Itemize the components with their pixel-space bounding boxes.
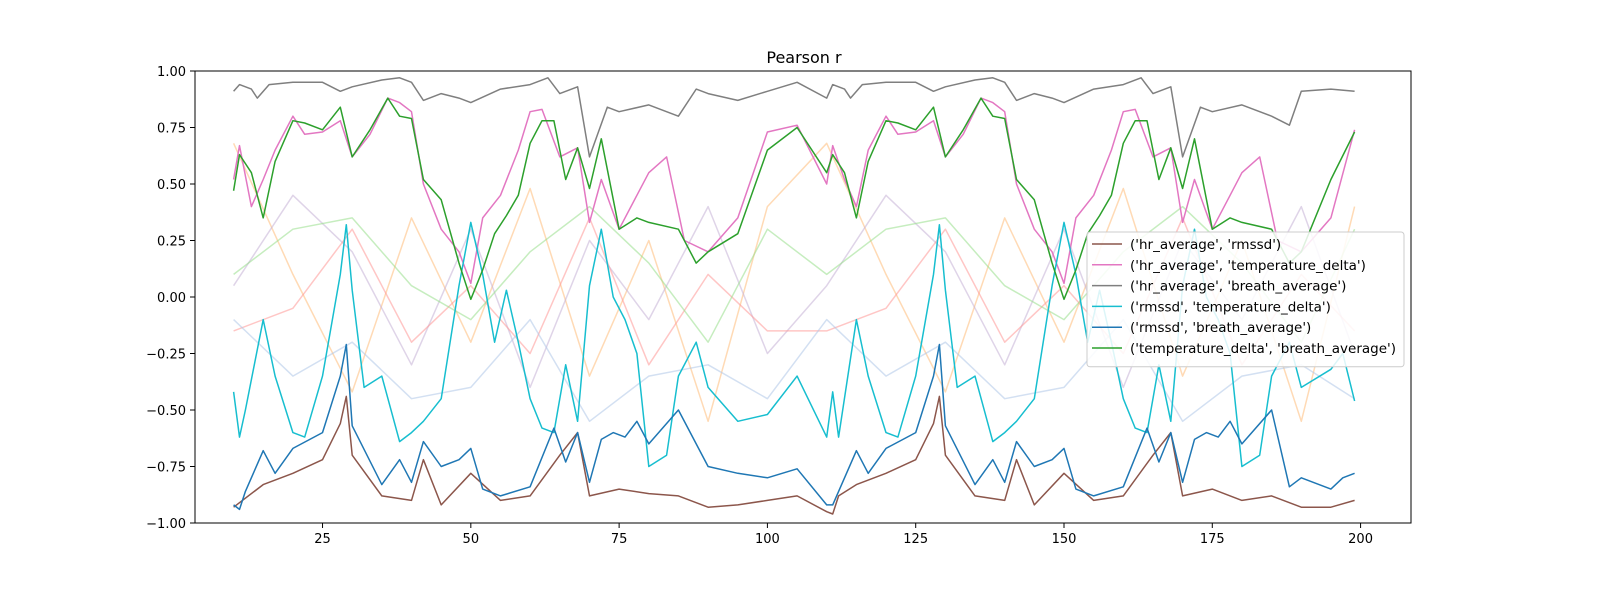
y-tick-label: −0.75	[146, 461, 186, 476]
y-tick-label: 0.50	[157, 178, 186, 193]
x-tick-label: 175	[1200, 532, 1225, 547]
legend-label: ('rmssd', 'breath_average')	[1130, 320, 1311, 336]
x-tick-label: 125	[903, 532, 928, 547]
x-tick-label: 75	[611, 532, 628, 547]
legend-label: ('hr_average', 'temperature_delta')	[1130, 258, 1366, 274]
x-tick-label: 100	[755, 532, 780, 547]
legend-label: ('rmssd', 'temperature_delta')	[1130, 299, 1331, 315]
background-series-line-4	[233, 205, 1356, 343]
y-tick-label: −1.00	[146, 517, 186, 532]
x-tick-label: 200	[1348, 532, 1373, 547]
y-axis: 1.00 0.75 0.50 0.25 0.00 −0.25 −0.50 −0.75 −1.00	[146, 65, 195, 532]
series-line-3	[233, 77, 1355, 158]
series-line-6	[232, 97, 1356, 301]
series-line-2	[232, 97, 1356, 285]
x-tick-label: 50	[463, 532, 480, 547]
x-tick-label: 25	[314, 532, 331, 547]
y-tick-label: 0.25	[157, 235, 186, 250]
series-line-4	[232, 221, 1356, 468]
legend: ('hr_average', 'rmssd') ('hr_average', 't…	[1086, 231, 1405, 368]
y-tick-label: −0.25	[146, 348, 186, 363]
chart-title: Pearson r	[766, 48, 842, 67]
series-group	[232, 77, 1356, 515]
y-tick-label: −0.50	[146, 404, 186, 419]
legend-box	[1086, 231, 1405, 368]
legend-label: ('temperature_delta', 'breath_average')	[1130, 341, 1396, 357]
y-tick-label: 1.00	[157, 65, 186, 80]
legend-label: ('hr_average', 'rmssd')	[1130, 237, 1281, 253]
y-tick-label: 0.00	[157, 291, 186, 306]
x-axis: 25 50 75 100 125 150 175 200	[314, 523, 1373, 547]
legend-label: ('hr_average', 'breath_average')	[1130, 279, 1346, 295]
x-tick-label: 150	[1052, 532, 1077, 547]
series-line-5	[233, 343, 1355, 511]
y-tick-label: 0.75	[157, 122, 186, 137]
series-line-1	[233, 395, 1355, 515]
